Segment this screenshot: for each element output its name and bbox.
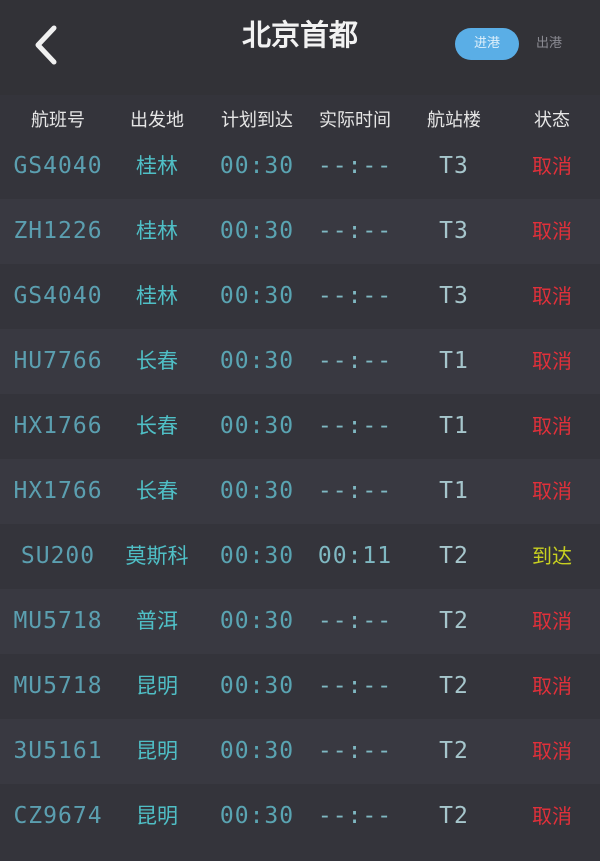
flight-number: CZ9674 (13, 803, 103, 829)
terminal: T2 (439, 803, 469, 829)
flight-number: MU5718 (13, 608, 103, 634)
actual-time: --:-- (317, 673, 393, 699)
table-row[interactable]: SU200 莫斯科 00:30 00:11 T2 到达 (0, 524, 600, 589)
table-header: 航班号 出发地 计划到达 实际时间 航站楼 状态 (0, 106, 600, 136)
origin: 长春 (136, 479, 178, 503)
terminal: T3 (439, 153, 469, 179)
origin: 桂林 (136, 219, 178, 243)
table-row[interactable]: GS4040 桂林 00:30 --:-- T3 取消 (0, 134, 600, 199)
actual-time: --:-- (317, 478, 393, 504)
origin: 普洱 (136, 609, 178, 633)
column-header-status: 状态 (534, 110, 570, 131)
scheduled-time: 00:30 (219, 803, 295, 829)
scheduled-time: 00:30 (219, 673, 295, 699)
scheduled-time: 00:30 (219, 218, 295, 244)
actual-time: 00:11 (317, 543, 393, 569)
origin: 桂林 (136, 284, 178, 308)
page-title: 北京首都 (241, 18, 358, 52)
actual-time: --:-- (317, 608, 393, 634)
table-row[interactable]: 3U5161 昆明 00:30 --:-- T2 取消 (0, 719, 600, 784)
actual-time: --:-- (317, 218, 393, 244)
origin: 长春 (136, 414, 178, 438)
actual-time: --:-- (317, 348, 393, 374)
terminal: T1 (439, 478, 469, 504)
status: 取消 (532, 804, 572, 828)
actual-time: --:-- (317, 738, 393, 764)
status: 取消 (532, 674, 572, 698)
origin: 昆明 (136, 674, 178, 698)
table-row[interactable]: HX1766 长春 00:30 --:-- T1 取消 (0, 394, 600, 459)
table-row[interactable]: ZH1226 桂林 00:30 --:-- T3 取消 (0, 199, 600, 264)
status: 取消 (532, 284, 572, 308)
origin: 长春 (136, 349, 178, 373)
actual-time: --:-- (317, 153, 393, 179)
table-row[interactable]: GS4040 桂林 00:30 --:-- T3 取消 (0, 264, 600, 329)
tab-arrivals[interactable]: 进港 (455, 28, 519, 60)
scheduled-time: 00:30 (219, 478, 295, 504)
scheduled-time: 00:30 (219, 413, 295, 439)
terminal: T1 (439, 413, 469, 439)
terminal: T2 (439, 673, 469, 699)
column-header-actual: 实际时间 (319, 110, 391, 131)
scheduled-time: 00:30 (219, 738, 295, 764)
status: 取消 (532, 154, 572, 178)
flight-number: GS4040 (13, 153, 103, 179)
top-bar: 北京首都 进港 出港 (0, 0, 600, 95)
actual-time: --:-- (317, 283, 393, 309)
terminal: T3 (439, 283, 469, 309)
scheduled-time: 00:30 (219, 348, 295, 374)
flight-number: ZH1226 (13, 218, 103, 244)
back-button[interactable] (28, 20, 68, 70)
flight-number: HX1766 (13, 413, 103, 439)
scheduled-time: 00:30 (219, 543, 295, 569)
column-header-scheduled: 计划到达 (221, 110, 293, 131)
status: 取消 (532, 479, 572, 503)
scheduled-time: 00:30 (219, 608, 295, 634)
status: 取消 (532, 219, 572, 243)
terminal: T1 (439, 348, 469, 374)
column-header-origin: 出发地 (130, 110, 184, 131)
terminal: T2 (439, 543, 469, 569)
origin: 莫斯科 (125, 544, 189, 568)
actual-time: --:-- (317, 803, 393, 829)
status: 到达 (532, 544, 572, 568)
flight-number: SU200 (20, 543, 96, 569)
terminal: T2 (439, 608, 469, 634)
tab-departures[interactable]: 出港 (536, 36, 563, 51)
flight-number: MU5718 (13, 673, 103, 699)
flight-number: 3U5161 (13, 738, 103, 764)
origin: 桂林 (136, 154, 178, 178)
flight-number: GS4040 (13, 283, 103, 309)
column-header-flight: 航班号 (31, 110, 85, 131)
status: 取消 (532, 414, 572, 438)
status: 取消 (532, 609, 572, 633)
actual-time: --:-- (317, 413, 393, 439)
origin: 昆明 (136, 739, 178, 763)
origin: 昆明 (136, 804, 178, 828)
scheduled-time: 00:30 (219, 283, 295, 309)
table-row[interactable]: HU7766 长春 00:30 --:-- T1 取消 (0, 329, 600, 394)
terminal: T3 (439, 218, 469, 244)
flight-number: HU7766 (13, 348, 103, 374)
terminal: T2 (439, 738, 469, 764)
status: 取消 (532, 739, 572, 763)
chevron-left-icon (35, 25, 57, 65)
table-row[interactable]: MU5718 昆明 00:30 --:-- T2 取消 (0, 654, 600, 719)
table-row[interactable]: CZ9674 昆明 00:30 --:-- T2 取消 (0, 784, 600, 849)
flight-number: HX1766 (13, 478, 103, 504)
table-row[interactable]: MU5718 普洱 00:30 --:-- T2 取消 (0, 589, 600, 654)
table-row[interactable]: HX1766 长春 00:30 --:-- T1 取消 (0, 459, 600, 524)
scheduled-time: 00:30 (219, 153, 295, 179)
column-header-terminal: 航站楼 (427, 110, 481, 131)
status: 取消 (532, 349, 572, 373)
